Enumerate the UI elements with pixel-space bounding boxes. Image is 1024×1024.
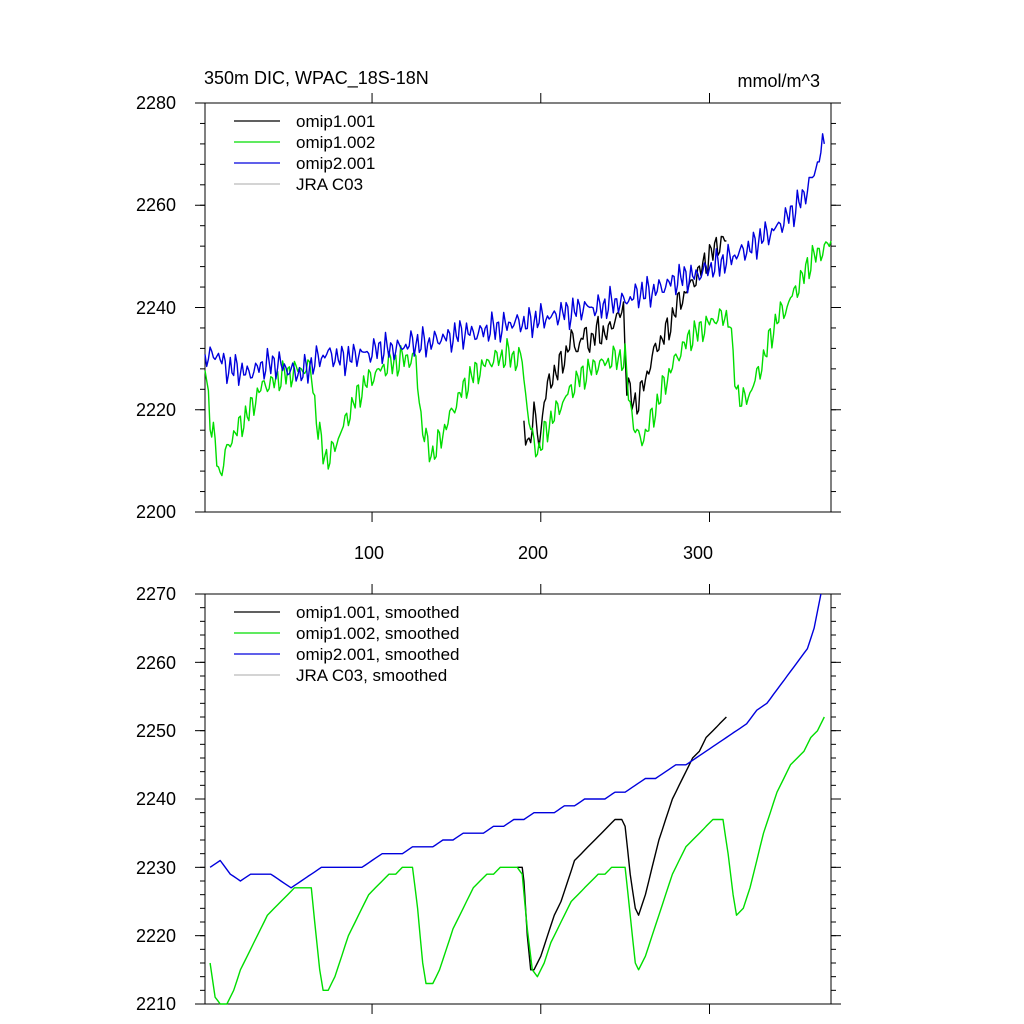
y-tick-label: 2220 bbox=[136, 400, 176, 420]
legend-label: omip1.001, smoothed bbox=[296, 603, 460, 622]
units-label: mmol/m^3 bbox=[738, 71, 820, 91]
y-tick-label: 2260 bbox=[136, 653, 176, 673]
series-line-omip1-002-smoothed bbox=[209, 716, 825, 1005]
y-tick-label: 2250 bbox=[136, 721, 176, 741]
series-lines bbox=[209, 593, 825, 1005]
y-tick-label: 2200 bbox=[136, 502, 176, 522]
legend-label: omip1.002 bbox=[296, 133, 375, 152]
y-tick-label: 2240 bbox=[136, 789, 176, 809]
series-lines bbox=[204, 133, 832, 477]
y-tick-label: 2230 bbox=[136, 858, 176, 878]
series-line-omip2-001 bbox=[204, 133, 825, 386]
series-line-omip1-001-smoothed bbox=[517, 716, 727, 971]
x-tick-label: 100 bbox=[354, 543, 384, 563]
x-tick-label: 200 bbox=[518, 543, 548, 563]
legend-label: omip2.001 bbox=[296, 154, 375, 173]
x-tick-label: 300 bbox=[683, 543, 713, 563]
y-tick-label: 2280 bbox=[136, 93, 176, 113]
y-tick-label: 2210 bbox=[136, 994, 176, 1014]
bottom-panel: 2210 2220 2230 2240 2250 2260 2270 omip1… bbox=[136, 584, 841, 1014]
legend-label: omip2.001, smoothed bbox=[296, 645, 460, 664]
y-tick-label: 2220 bbox=[136, 926, 176, 946]
series-line-omip1-002 bbox=[204, 240, 832, 477]
chart-title: 350m DIC, WPAC_18S-18N bbox=[204, 68, 429, 89]
legend-label: JRA C03 bbox=[296, 175, 363, 194]
y-tick-label: 2240 bbox=[136, 298, 176, 318]
legend: omip1.001, smoothed omip1.002, smoothed … bbox=[234, 603, 460, 685]
legend-label: JRA C03, smoothed bbox=[296, 666, 447, 685]
tick-marks bbox=[195, 93, 841, 522]
legend: omip1.001 omip1.002 omip2.001 JRA C03 bbox=[234, 112, 375, 194]
series-line-omip2-001-smoothed bbox=[209, 593, 822, 889]
y-tick-label: 2260 bbox=[136, 195, 176, 215]
legend-label: omip1.001 bbox=[296, 112, 375, 131]
y-tick-label: 2270 bbox=[136, 584, 176, 604]
legend-label: omip1.002, smoothed bbox=[296, 624, 460, 643]
tick-marks bbox=[195, 584, 841, 1014]
top-panel: 350m DIC, WPAC_18S-18N mmol/m^3 2200 222… bbox=[136, 68, 841, 563]
